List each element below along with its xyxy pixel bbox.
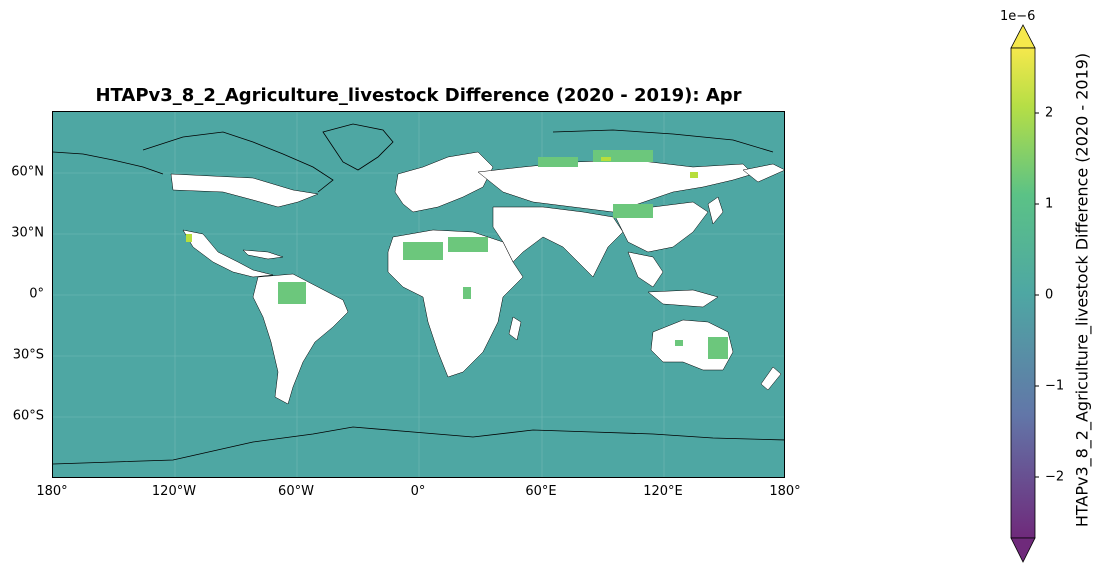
land-central-america [182,229,274,278]
coast-antarctica [53,426,784,465]
high-anomalies [186,157,698,242]
colorbar-extend-min [1010,537,1036,563]
anomaly-high-3 [186,234,192,242]
lon-tick-120w: 120°W [151,484,197,499]
map-panel [52,111,785,478]
colorbar-label: HTAPv3_8_2_Agriculture_livestock Differe… [1072,52,1092,528]
colorbar-tick-2: 2 [1045,105,1054,121]
lat-tick-0: 0° [29,286,44,302]
anomaly-high-1 [690,172,698,178]
coast-siberia-arctic [552,129,774,153]
colorbar-tick-0: 0 [1045,287,1054,303]
lat-tick-30s: 30°S [12,347,44,363]
lat-tick-60n: 60°N [11,164,44,180]
anomaly-australia-east [708,337,728,359]
lon-tick-120e: 120°E [643,484,683,499]
anomaly-east-africa [463,287,471,299]
land-se-asia [627,251,664,288]
anomaly-amazon [278,282,306,304]
land-new-zealand [760,366,782,391]
coast-canada-arctic [142,131,334,193]
lon-tick-180e: 180° [769,484,801,499]
lat-tick-30n: 30°N [11,225,44,241]
lon-tick-60e: 60°E [525,484,557,499]
coast-alaska [53,151,164,175]
anomaly-high-2 [601,157,611,161]
masked-land [170,151,784,405]
lon-tick-180w: 180° [36,484,68,499]
land-north-america-strip [170,173,319,208]
colorbar-tick-neg1: −1 [1045,378,1065,394]
anomaly-mongolia [613,204,653,218]
land-kamchatka [742,163,784,183]
coastlines [53,123,784,465]
coast-greenland [322,123,394,171]
colorbar [1010,24,1039,563]
map-title: HTAPv3_8_2_Agriculture_livestock Differe… [95,85,742,106]
anomaly-sahara-east [448,237,488,252]
anomaly-sahara-west [403,242,443,260]
colorbar-exponent: 1e−6 [1000,9,1036,24]
land-indonesia [647,289,719,308]
positive-anomalies [278,150,728,359]
lon-tick-60w: 60°W [278,484,314,499]
world-map [53,112,784,477]
land-caribbean [242,249,284,260]
land-south-america [252,273,349,405]
colorbar-gradient [1010,47,1036,539]
anomaly-russia-west [538,157,578,167]
land-madagascar [508,316,522,341]
anomaly-australia-center [675,340,683,346]
colorbar-tick-neg2: −2 [1045,469,1065,485]
land-europe [394,151,494,213]
land-africa [387,229,524,378]
land-japan [707,196,724,225]
colorbar-extend-max [1010,24,1036,49]
lon-tick-0: 0° [410,484,426,499]
colorbar-tick-1: 1 [1045,196,1054,212]
lat-tick-60s: 60°S [12,408,44,424]
